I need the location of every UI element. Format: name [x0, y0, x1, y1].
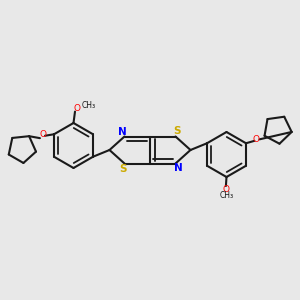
- Text: N: N: [173, 163, 182, 173]
- Text: O: O: [73, 104, 80, 113]
- Text: S: S: [119, 164, 127, 174]
- Text: CH₃: CH₃: [219, 190, 234, 200]
- Text: O: O: [253, 135, 260, 144]
- Text: O: O: [39, 130, 46, 139]
- Text: CH₃: CH₃: [82, 101, 96, 110]
- Text: N: N: [118, 127, 127, 137]
- Text: O: O: [222, 185, 230, 194]
- Text: S: S: [173, 126, 181, 136]
